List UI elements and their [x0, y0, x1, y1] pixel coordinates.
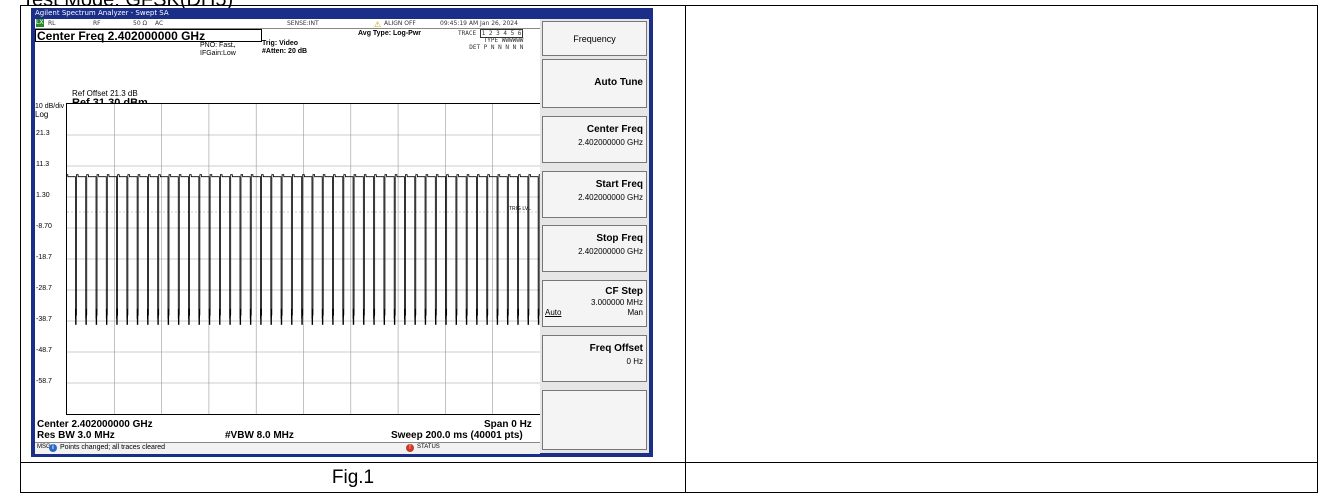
- center-freq-bottom: Center 2.402000000 GHz: [37, 419, 153, 430]
- msg-label: MSG: [37, 444, 51, 450]
- pno-setting: PNO: Fast: [200, 42, 233, 49]
- trace-plot: TRIG LVL: [66, 103, 541, 415]
- y-tick-label: 11.3: [36, 161, 50, 168]
- vbw-label: #VBW 8.0 MHz: [225, 430, 294, 441]
- datetime-display: 09:45:19 AM Jan 26, 2024: [440, 20, 518, 27]
- trace-label: TRACE: [458, 30, 477, 37]
- center-freq-active-box: [35, 29, 262, 42]
- det-values: P N N N N N: [483, 44, 524, 51]
- y-tick-label: -8.70: [36, 223, 52, 230]
- sense-indicator: SENSE:INT: [287, 20, 319, 27]
- scale-per-div: 10 dB/div: [35, 103, 65, 110]
- trace-plot-svg: [67, 104, 540, 414]
- table-row-divider: [21, 462, 1317, 463]
- span-label: Span 0 Hz: [484, 419, 532, 430]
- freq-offset-key-value: 0 Hz: [626, 357, 643, 366]
- cf-step-key[interactable]: CF Step 3.000000 MHz Auto Man: [542, 280, 647, 327]
- avg-type: Avg Type: Log-Pwr: [358, 30, 421, 37]
- freq-offset-key[interactable]: Freq Offset 0 Hz: [542, 335, 647, 382]
- auto-tune-key[interactable]: Auto Tune: [542, 59, 647, 108]
- softkey-menu: Frequency Auto Tune Center Freq 2.402000…: [540, 19, 649, 453]
- type-label: TYPE: [483, 37, 499, 44]
- warning-icon: ⚠: [374, 20, 382, 29]
- message-bar: MSG i Points changed; all traces cleared…: [35, 442, 540, 454]
- cf-step-man[interactable]: Man: [627, 308, 643, 317]
- menu-title: Frequency: [542, 21, 647, 56]
- ifgain-setting: IFGain:Low: [200, 50, 236, 57]
- coupling-indicator: AC: [155, 20, 164, 27]
- figure-caption: Fig.1: [331, 467, 375, 488]
- y-tick-label: -18.7: [36, 254, 52, 261]
- center-freq-key-value: 2.402000000 GHz: [578, 138, 643, 147]
- sweep-label: Sweep 200.0 ms (40001 pts): [391, 430, 523, 441]
- center-freq-title: Center Freq 2.402000000 GHz: [37, 29, 206, 43]
- stop-freq-key[interactable]: Stop Freq 2.402000000 GHz: [542, 225, 647, 272]
- trace-table: TRACE 1 2 3 4 5 6 TYPE WWWWWW DET P N N …: [458, 29, 524, 51]
- status-bar: LXI RL RF 50 Ω AC SENSE:INT ⚠ ALIGN OFF …: [35, 19, 540, 29]
- spectrum-analyzer-window: Agilent Spectrum Analyzer - Swept SA LXI…: [31, 8, 653, 457]
- rl-indicator: RL: [48, 20, 56, 27]
- det-label: DET: [469, 44, 481, 51]
- trig-setting: Trig: Video: [262, 40, 299, 47]
- trig-level-marker: TRIG LVL: [509, 206, 531, 212]
- align-indicator: ALIGN OFF: [384, 20, 416, 27]
- table-column-divider: [685, 6, 686, 492]
- start-freq-key[interactable]: Start Freq 2.402000000 GHz: [542, 171, 647, 218]
- impedance-indicator: 50 Ω: [133, 20, 148, 27]
- y-tick-label: -38.7: [36, 316, 52, 323]
- y-tick-label: 21.3: [36, 130, 50, 137]
- start-freq-key-label: Start Freq: [595, 179, 643, 190]
- arrow-icon: →: [229, 41, 237, 50]
- analyzer-screen: LXI RL RF 50 Ω AC SENSE:INT ⚠ ALIGN OFF …: [35, 19, 541, 454]
- rf-indicator: RF: [93, 20, 101, 27]
- center-freq-key[interactable]: Center Freq 2.402000000 GHz: [542, 116, 647, 163]
- freq-offset-key-label: Freq Offset: [589, 343, 643, 354]
- cf-step-auto[interactable]: Auto: [545, 308, 562, 317]
- cf-step-key-label: CF Step: [605, 286, 643, 297]
- auto-tune-label: Auto Tune: [594, 77, 643, 88]
- stop-freq-key-value: 2.402000000 GHz: [578, 247, 643, 256]
- y-tick-label: 1.30: [36, 192, 50, 199]
- trace-numbers: 1 2 3 4 5 6: [479, 29, 524, 38]
- status-label[interactable]: STATUS: [417, 444, 440, 450]
- y-tick-label: -48.7: [36, 347, 52, 354]
- y-tick-label: -28.7: [36, 285, 52, 292]
- window-title: Agilent Spectrum Analyzer - Swept SA: [35, 9, 169, 17]
- message-text: Points changed; all traces cleared: [60, 444, 166, 451]
- start-freq-key-value: 2.402000000 GHz: [578, 193, 643, 202]
- lxi-badge: LXI: [36, 19, 46, 27]
- atten-setting: #Atten: 20 dB: [262, 48, 308, 55]
- document-table: Fig.1: [20, 5, 1318, 493]
- y-tick-label: -58.7: [36, 378, 52, 385]
- stop-freq-key-label: Stop Freq: [596, 233, 643, 244]
- cf-step-key-value: 3.000000 MHz: [590, 298, 643, 307]
- log-label: Log: [35, 110, 49, 119]
- type-values: WWWWWW: [501, 37, 524, 44]
- empty-softkey[interactable]: [542, 390, 647, 450]
- center-freq-key-label: Center Freq: [586, 124, 643, 135]
- res-bw-label: Res BW 3.0 MHz: [37, 430, 115, 441]
- ref-offset: Ref Offset 21.3 dB: [72, 89, 138, 98]
